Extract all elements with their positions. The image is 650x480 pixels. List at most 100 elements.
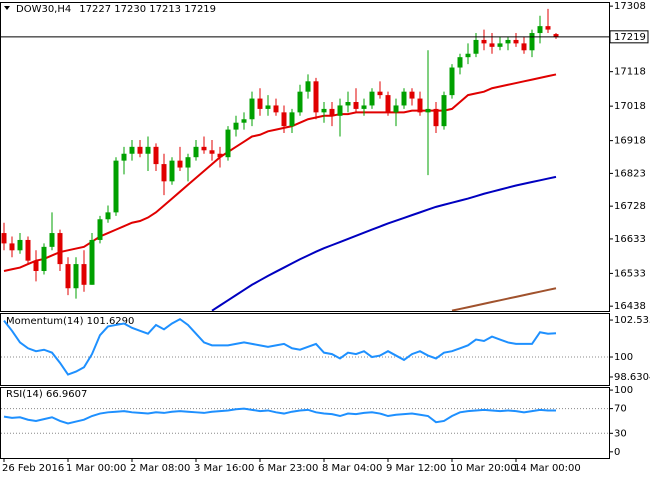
y-tick-label: 0 [614, 447, 620, 458]
candle-body [185, 157, 191, 168]
candle-body [281, 112, 287, 127]
last-price-box [609, 30, 649, 44]
candle-body [121, 153, 127, 161]
candle-body [65, 264, 71, 289]
candle-body [113, 160, 119, 213]
candle-body [457, 57, 463, 68]
candle-body [57, 233, 63, 265]
candle-body [97, 219, 103, 240]
panel-plot [1, 407, 609, 434]
candle-body [137, 146, 143, 154]
main-panel-frame [0, 2, 610, 312]
y-tick-label: 16918 [614, 136, 646, 147]
candle-body [425, 108, 431, 113]
x-tick-label: 8 Mar 04:00 [322, 463, 382, 474]
candle-body [409, 91, 415, 99]
candle-body [145, 146, 151, 154]
x-tick-label: 1 Mar 00:00 [66, 463, 126, 474]
y-tick-label: 17118 [614, 67, 646, 78]
candle-body [441, 95, 447, 127]
y-tick-label: 16823 [614, 168, 646, 179]
indicator-line [3, 407, 557, 425]
candle-body [225, 129, 231, 158]
last-price-label: 17219 [614, 32, 646, 43]
momentum-panel-frame [0, 313, 610, 386]
y-tick-label: 16633 [614, 234, 646, 245]
candle-body [33, 260, 39, 271]
candle-body [481, 39, 487, 44]
candle-body [209, 150, 215, 154]
candle-body [193, 146, 199, 158]
candle-body [49, 233, 55, 247]
candle-body [177, 160, 183, 168]
x-tick-label: 2 Mar 08:00 [130, 463, 190, 474]
candle-body [41, 246, 47, 271]
y-tick-label: 17018 [614, 101, 646, 112]
candle-body [241, 119, 247, 123]
symbol: DOW30,H4 [16, 4, 71, 15]
rsi-title: RSI(14) 66.9607 [6, 389, 87, 400]
rsi-panel-frame [0, 387, 610, 459]
y-tick-label: 17308 [614, 1, 646, 12]
candle-body [265, 105, 271, 109]
y-tick-label: 16728 [614, 201, 646, 212]
candle-body [25, 239, 31, 261]
candle-body [9, 243, 15, 251]
candle-body [417, 98, 423, 113]
candle-body [529, 33, 535, 51]
candle-body [337, 105, 343, 116]
y-tick-label: 98.6304 [614, 372, 650, 383]
y-tick-label: 30 [614, 428, 627, 439]
y-tick-label: 102.5358 [614, 315, 650, 326]
candle-body [105, 212, 111, 220]
candle-body [257, 98, 263, 109]
y-tick-label: 70 [614, 404, 627, 415]
candle-body [473, 39, 479, 54]
candle-body [385, 95, 391, 113]
candle-body [537, 26, 543, 34]
x-tick-label: 6 Mar 23:00 [258, 463, 318, 474]
momentum-title: Momentum(14) 101.6290 [6, 316, 134, 327]
candle-body [305, 81, 311, 92]
candle-body [313, 81, 319, 113]
candle-body [377, 91, 383, 96]
candle-body [361, 105, 367, 109]
candle-body [1, 233, 7, 244]
candle-body [465, 53, 471, 58]
candle-body [169, 160, 175, 182]
candle-body [497, 43, 503, 47]
x-tick-label: 10 Mar 20:00 [450, 463, 517, 474]
candle-body [521, 43, 527, 51]
candle-body [289, 112, 295, 127]
ohlc-readout: 17227 17230 17213 17219 [79, 4, 216, 15]
candle-body [545, 26, 551, 30]
candle-body [321, 108, 327, 113]
candle-body [297, 91, 303, 113]
candle-body [553, 34, 559, 37]
x-tick-label: 26 Feb 2016 [2, 463, 64, 474]
candle-body [329, 108, 335, 116]
candle-body [217, 153, 223, 158]
candle-body [17, 239, 23, 251]
y-tick-label: 100 [614, 385, 633, 396]
candle-body [129, 146, 135, 154]
candle-body [81, 264, 87, 285]
candle-body [353, 102, 359, 109]
candle-body [369, 91, 375, 106]
candle-body [153, 146, 159, 165]
menu-arrow [4, 6, 10, 10]
candle-body [233, 122, 239, 130]
candle-body [273, 105, 279, 113]
candle-body [401, 91, 407, 106]
candle-body [489, 43, 495, 47]
x-tick-label: 14 Mar 00:00 [514, 463, 581, 474]
chart-title: DOW30,H4 17227 17230 17213 17219 [16, 4, 216, 15]
candle-body [161, 164, 167, 182]
y-tick-label: 16438 [614, 301, 646, 312]
indicator-line [3, 317, 557, 376]
candle-body [345, 102, 351, 106]
moving-average [451, 287, 557, 311]
candle-body [433, 108, 439, 127]
